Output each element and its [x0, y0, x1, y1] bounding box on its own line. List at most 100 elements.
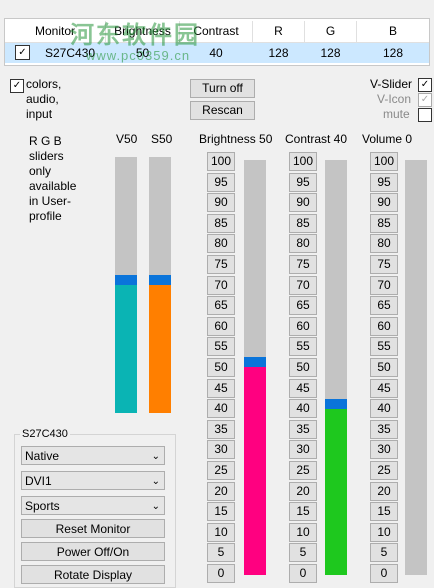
contrast-level-button[interactable]: 45 [289, 379, 317, 398]
volume-level-button[interactable]: 75 [370, 255, 398, 274]
brightness-level-button[interactable]: 0 [207, 564, 235, 583]
contrast-level-button[interactable]: 55 [289, 337, 317, 356]
contrast-level-button[interactable]: 65 [289, 296, 317, 315]
column-header-brightness[interactable]: Brightness [106, 21, 180, 43]
volume-level-button[interactable]: 0 [370, 564, 398, 583]
rescan-button[interactable]: Rescan [190, 101, 255, 120]
contrast-level-button[interactable]: 5 [289, 543, 317, 562]
picture-mode-dropdown[interactable]: Sports ⌄ [21, 496, 165, 515]
power-off-on-button[interactable]: Power Off/On [21, 542, 165, 561]
volume-level-button[interactable]: 100 [370, 152, 398, 171]
brightness-level-button[interactable]: 70 [207, 276, 235, 295]
input-source-dropdown[interactable]: DVI1 ⌄ [21, 471, 165, 490]
color-preset-value: Native [25, 449, 60, 463]
column-header-b[interactable]: B [357, 21, 429, 43]
brightness-slider-track[interactable] [244, 160, 266, 575]
contrast-slider-thumb[interactable] [325, 399, 347, 409]
row-checkbox[interactable]: ✓ [15, 45, 30, 60]
volume-level-button[interactable]: 15 [370, 502, 398, 521]
volume-level-button[interactable]: 80 [370, 234, 398, 253]
volume-level-button[interactable]: 5 [370, 543, 398, 562]
contrast-level-button[interactable]: 70 [289, 276, 317, 295]
s-slider-track[interactable] [149, 157, 171, 413]
contrast-level-button[interactable]: 75 [289, 255, 317, 274]
cell-monitor: S27C430 [45, 46, 96, 60]
volume-level-button[interactable]: 90 [370, 193, 398, 212]
contrast-level-button[interactable]: 10 [289, 523, 317, 542]
brightness-level-button[interactable]: 40 [207, 399, 235, 418]
mute-checkbox[interactable] [418, 108, 432, 122]
brightness-level-button[interactable]: 35 [207, 420, 235, 439]
colors-audio-input-checkbox[interactable]: ✓ [10, 79, 24, 93]
brightness-level-button[interactable]: 85 [207, 214, 235, 233]
monitor-table[interactable]: Monitor Brightness Contrast R G B ✓ S27C… [4, 18, 430, 66]
v-slider-checkbox[interactable]: ✓ [418, 78, 432, 92]
brightness-level-button[interactable]: 45 [207, 379, 235, 398]
turn-off-button[interactable]: Turn off [190, 79, 255, 98]
volume-level-button[interactable]: 70 [370, 276, 398, 295]
brightness-level-button[interactable]: 15 [207, 502, 235, 521]
brightness-level-button[interactable]: 20 [207, 482, 235, 501]
s-slider-header: S50 [151, 132, 173, 146]
s-slider-thumb[interactable] [149, 275, 171, 285]
contrast-level-button[interactable]: 60 [289, 317, 317, 336]
volume-level-button[interactable]: 65 [370, 296, 398, 315]
contrast-level-button[interactable]: 50 [289, 358, 317, 377]
cell-brightness: 50 [135, 46, 150, 60]
brightness-level-button[interactable]: 60 [207, 317, 235, 336]
reset-monitor-button[interactable]: Reset Monitor [21, 519, 165, 538]
brightness-level-button[interactable]: 25 [207, 461, 235, 480]
brightness-level-button[interactable]: 10 [207, 523, 235, 542]
volume-level-button[interactable]: 30 [370, 440, 398, 459]
volume-level-button[interactable]: 10 [370, 523, 398, 542]
color-preset-dropdown[interactable]: Native ⌄ [21, 446, 165, 465]
cell-contrast: 40 [209, 46, 223, 60]
brightness-level-button[interactable]: 90 [207, 193, 235, 212]
column-header-contrast[interactable]: Contrast [180, 21, 253, 43]
volume-level-button[interactable]: 95 [370, 173, 398, 192]
contrast-level-button[interactable]: 25 [289, 461, 317, 480]
contrast-level-button[interactable]: 95 [289, 173, 317, 192]
contrast-level-button[interactable]: 85 [289, 214, 317, 233]
contrast-level-button[interactable]: 35 [289, 420, 317, 439]
watermark-title: 河东软件园 [70, 22, 200, 49]
contrast-level-button[interactable]: 0 [289, 564, 317, 583]
volume-level-button[interactable]: 55 [370, 337, 398, 356]
table-row[interactable] [5, 43, 429, 63]
volume-level-button[interactable]: 85 [370, 214, 398, 233]
s-slider-fill [149, 285, 171, 413]
volume-level-button[interactable]: 40 [370, 399, 398, 418]
brightness-level-button[interactable]: 5 [207, 543, 235, 562]
brightness-level-button[interactable]: 55 [207, 337, 235, 356]
brightness-level-button[interactable]: 80 [207, 234, 235, 253]
volume-level-button[interactable]: 20 [370, 482, 398, 501]
column-header-monitor[interactable]: Monitor [5, 21, 106, 43]
brightness-level-button[interactable]: 95 [207, 173, 235, 192]
contrast-level-button[interactable]: 20 [289, 482, 317, 501]
contrast-level-button[interactable]: 40 [289, 399, 317, 418]
volume-level-button[interactable]: 25 [370, 461, 398, 480]
column-header-g[interactable]: G [305, 21, 357, 43]
brightness-level-button[interactable]: 50 [207, 358, 235, 377]
contrast-level-button[interactable]: 80 [289, 234, 317, 253]
volume-slider-track[interactable] [405, 160, 427, 575]
volume-level-button[interactable]: 50 [370, 358, 398, 377]
brightness-level-button[interactable]: 65 [207, 296, 235, 315]
volume-level-button[interactable]: 60 [370, 317, 398, 336]
contrast-level-button[interactable]: 15 [289, 502, 317, 521]
volume-level-button[interactable]: 35 [370, 420, 398, 439]
volume-level-button[interactable]: 45 [370, 379, 398, 398]
column-header-r[interactable]: R [253, 21, 305, 43]
volume-slider-thumb[interactable] [405, 565, 427, 575]
rotate-display-button[interactable]: Rotate Display [21, 565, 165, 584]
brightness-slider-thumb[interactable] [244, 357, 266, 367]
brightness-level-button[interactable]: 100 [207, 152, 235, 171]
contrast-level-button[interactable]: 90 [289, 193, 317, 212]
v-slider-track[interactable] [115, 157, 137, 413]
contrast-level-button[interactable]: 100 [289, 152, 317, 171]
v-slider-thumb[interactable] [115, 275, 137, 285]
contrast-slider-track[interactable] [325, 160, 347, 575]
brightness-level-button[interactable]: 30 [207, 440, 235, 459]
brightness-level-button[interactable]: 75 [207, 255, 235, 274]
contrast-level-button[interactable]: 30 [289, 440, 317, 459]
